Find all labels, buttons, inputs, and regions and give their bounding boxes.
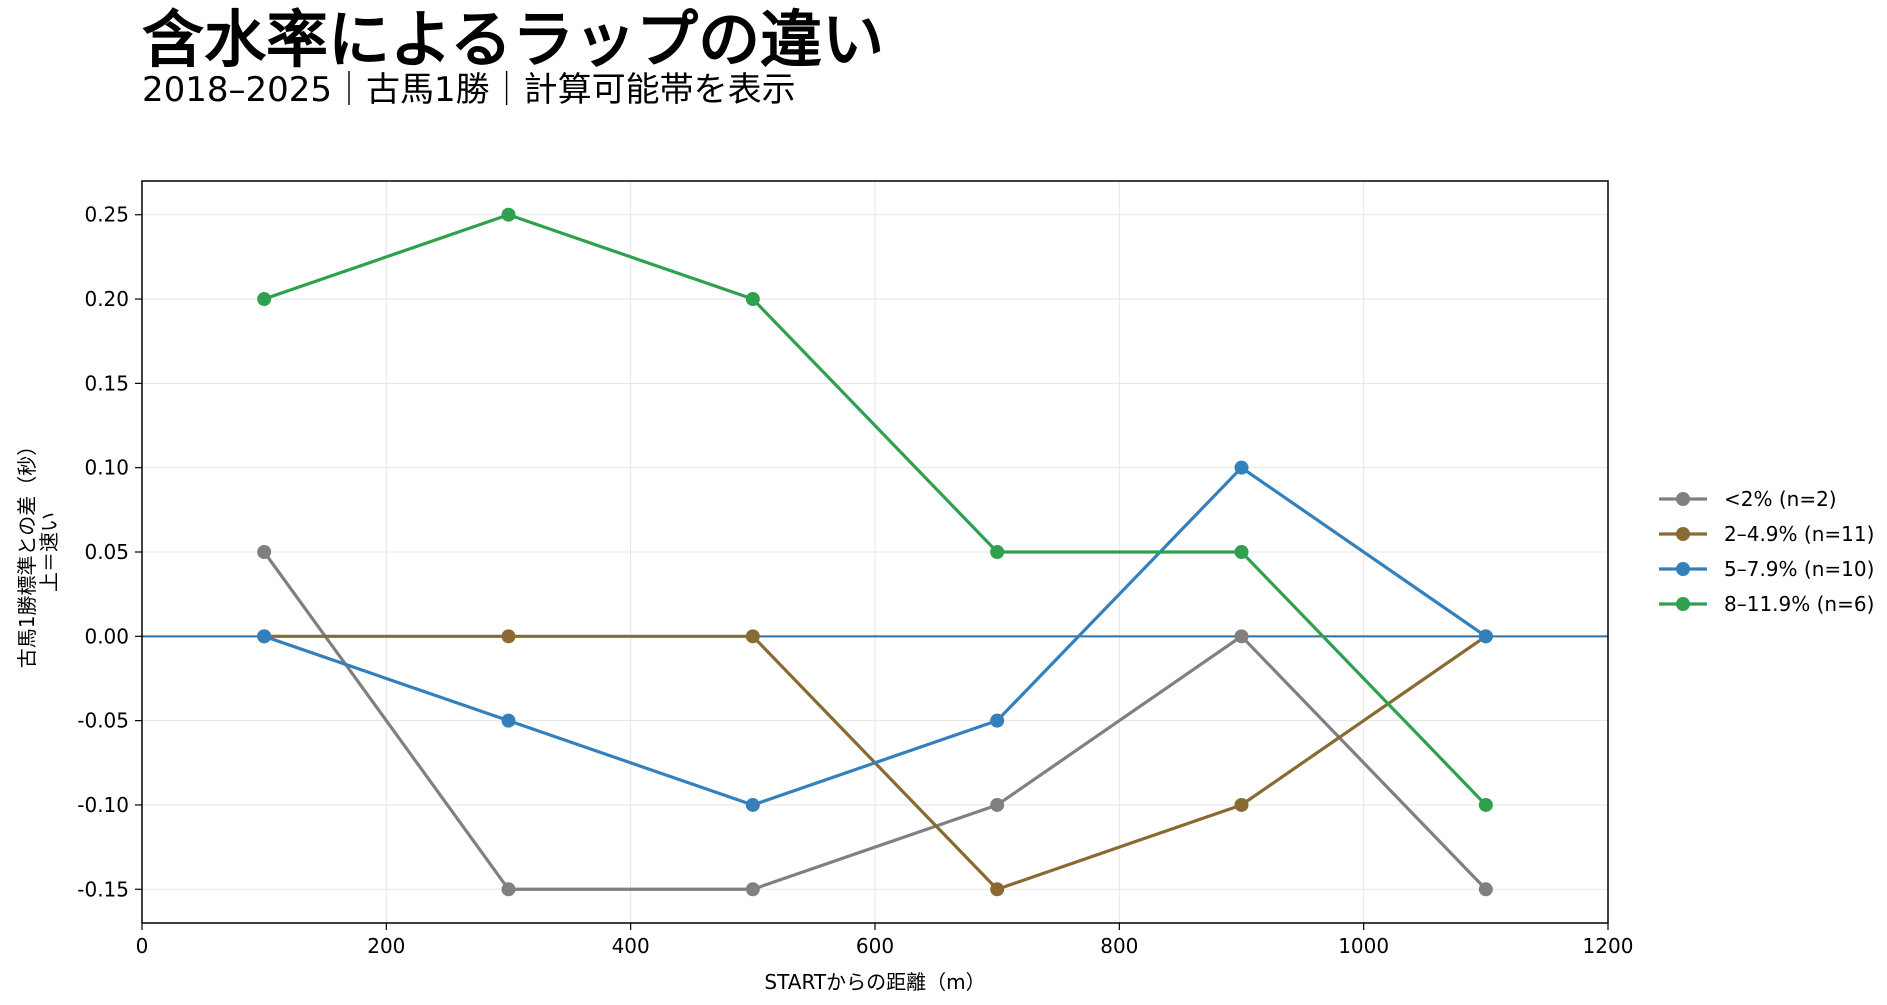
data-point — [501, 207, 516, 222]
y-tick-label: 0.05 — [84, 540, 129, 564]
legend-marker — [1676, 492, 1690, 506]
data-point — [990, 713, 1005, 728]
x-tick-label: 600 — [856, 934, 894, 958]
legend-label: 8–11.9% (n=6) — [1724, 592, 1874, 616]
x-tick-label: 200 — [367, 934, 405, 958]
x-tick-label: 1200 — [1583, 934, 1634, 958]
legend-marker — [1676, 597, 1690, 611]
series-line — [262, 551, 1487, 891]
legend-label: 5–7.9% (n=10) — [1724, 557, 1874, 581]
chart-subtitle: 2018–2025｜古馬1勝｜計算可能帯を表示 — [142, 70, 796, 110]
data-point — [501, 629, 516, 644]
legend-marker — [1676, 562, 1690, 576]
data-point — [501, 713, 516, 728]
series-0 — [257, 545, 1493, 897]
data-point — [1234, 545, 1249, 559]
legend-item-1: 2–4.9% (n=11) — [1659, 522, 1874, 546]
legend-label: <2% (n=2) — [1724, 487, 1837, 511]
legend-item-3: 8–11.9% (n=6) — [1659, 592, 1874, 616]
chart-title: 含水率によるラップの違い — [142, 3, 885, 76]
y-tick-label: 0.20 — [84, 287, 129, 311]
data-point — [1234, 460, 1249, 475]
x-tick-label: 400 — [612, 934, 650, 958]
y-tick-label: 0.10 — [84, 456, 129, 480]
legend-marker — [1676, 527, 1690, 541]
x-tick-label: 0 — [136, 934, 149, 958]
data-point — [990, 882, 1005, 897]
series-line — [263, 466, 1487, 807]
y-tick-label: -0.15 — [77, 877, 129, 901]
data-point — [1478, 882, 1493, 897]
series-3 — [257, 207, 1493, 812]
data-point — [257, 545, 272, 559]
y-axis-sublabel: 上＝速い — [37, 512, 61, 592]
legend-item-2: 5–7.9% (n=10) — [1659, 557, 1874, 581]
data-point — [745, 882, 760, 897]
y-tick-label: 0.25 — [84, 203, 129, 227]
data-point — [1478, 797, 1493, 812]
legend-label: 2–4.9% (n=11) — [1724, 522, 1874, 546]
y-axis: 0.25 0.20 0.15 0.10 0.05 0.00 -0.05 -0.10 -0.15 — [77, 203, 142, 901]
x-axis: 0 200 400 600 800 1000 1200 — [136, 923, 1634, 958]
x-axis-label: STARTからの距離（m） — [764, 970, 985, 994]
data-point — [1478, 629, 1493, 644]
series-layer — [257, 207, 1493, 897]
data-point — [501, 882, 516, 897]
y-axis-label: 古馬1勝標準との差（秒） — [15, 436, 39, 669]
data-point — [990, 545, 1005, 559]
series-line — [263, 213, 1487, 807]
data-point — [745, 292, 760, 307]
y-tick-label: -0.10 — [77, 793, 129, 817]
grid-layer — [141, 181, 1609, 923]
y-tick-label: 0.00 — [84, 624, 129, 648]
data-point — [745, 797, 760, 812]
data-point — [1234, 797, 1249, 812]
data-point — [257, 629, 272, 644]
legend: <2% (n=2) 2–4.9% (n=11) 5–7.9% (n=10) 8–11.… — [1659, 487, 1874, 616]
data-point — [990, 797, 1005, 812]
legend-item-0: <2% (n=2) — [1659, 487, 1837, 511]
data-point — [257, 292, 272, 307]
y-tick-label: -0.05 — [77, 709, 129, 733]
y-tick-label: 0.15 — [84, 371, 129, 395]
data-point — [745, 629, 760, 644]
x-tick-label: 800 — [1100, 934, 1138, 958]
series-2 — [257, 460, 1493, 812]
x-tick-label: 1000 — [1338, 934, 1389, 958]
data-point — [1234, 629, 1249, 644]
